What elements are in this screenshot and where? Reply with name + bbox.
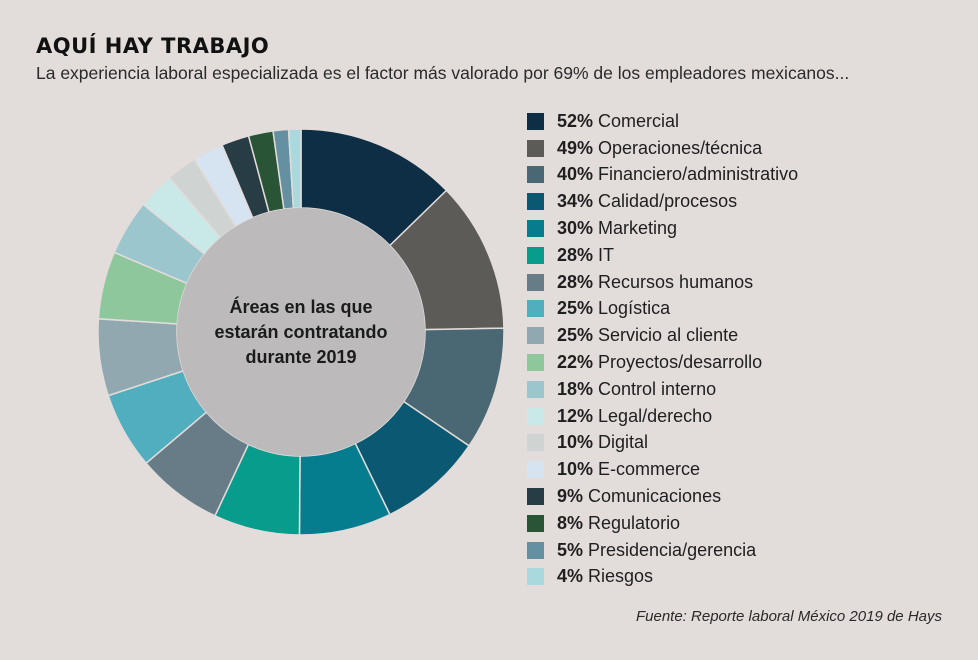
legend-label: Regulatorio bbox=[588, 512, 681, 533]
source-note: Fuente: Reporte laboral México 2019 de H… bbox=[635, 608, 942, 625]
legend-label: Riesgos bbox=[588, 566, 654, 587]
legend-label: Legal/derecho bbox=[598, 405, 713, 426]
legend-value: 12% bbox=[557, 405, 594, 426]
donut-center bbox=[177, 208, 425, 456]
legend-swatch bbox=[527, 246, 544, 264]
legend-value: 40% bbox=[557, 164, 594, 185]
legend-item: 28% IT bbox=[527, 242, 798, 269]
legend-label: IT bbox=[598, 244, 615, 265]
donut-slices bbox=[97, 128, 505, 536]
legend-value: 22% bbox=[557, 352, 594, 373]
legend: 52% Comercial 49% Operaciones/técnica 40% Fin… bbox=[527, 108, 798, 590]
legend-value: 49% bbox=[557, 137, 594, 158]
legend-swatch bbox=[527, 166, 544, 184]
legend-item: 52% Comercial bbox=[527, 108, 798, 135]
donut-center-label: Áreas en las que estarán contratando duran… bbox=[214, 296, 387, 367]
legend-swatch bbox=[527, 112, 544, 130]
legend-item: 22% Proyectos/desarrollo bbox=[527, 349, 798, 376]
legend-item: 30% Marketing bbox=[527, 215, 798, 242]
legend-swatch bbox=[527, 220, 544, 238]
legend-label: Operaciones/técnica bbox=[598, 137, 763, 158]
legend-value: 9% bbox=[557, 486, 584, 507]
legend-swatch bbox=[527, 461, 544, 479]
legend-item: 5% Presidencia/gerencia bbox=[527, 537, 798, 564]
legend-swatch bbox=[527, 193, 544, 211]
legend-item: 18% Control interno bbox=[527, 376, 798, 403]
legend-label: Logística bbox=[598, 298, 671, 319]
legend-value: 10% bbox=[557, 432, 594, 453]
legend-swatch bbox=[527, 514, 544, 532]
legend-swatch bbox=[527, 488, 544, 506]
chart-title: AQUÍ HAY TRABAJO bbox=[36, 34, 270, 58]
center-label-line: estarán contratando bbox=[214, 322, 387, 342]
legend-label: Calidad/procesos bbox=[598, 191, 738, 212]
legend-item: 9% Comunicaciones bbox=[527, 483, 798, 510]
legend-value: 5% bbox=[557, 539, 584, 560]
center-label-line: Áreas en las que bbox=[229, 296, 372, 317]
legend-item: 10% Digital bbox=[527, 430, 798, 457]
legend-item: 25% Logística bbox=[527, 296, 798, 323]
legend-label: Recursos humanos bbox=[598, 271, 754, 292]
chart-subtitle: La experiencia laboral especializada es … bbox=[36, 63, 850, 83]
legend-label: Servicio al cliente bbox=[598, 325, 739, 346]
legend-item: 8% Regulatorio bbox=[527, 510, 798, 537]
legend-value: 8% bbox=[557, 512, 584, 533]
legend-value: 28% bbox=[557, 271, 594, 292]
legend-value: 30% bbox=[557, 218, 594, 239]
legend-swatch bbox=[527, 380, 544, 398]
legend-value: 10% bbox=[557, 459, 594, 480]
legend-value: 34% bbox=[557, 191, 594, 212]
legend-label: Presidencia/gerencia bbox=[588, 539, 757, 560]
legend-swatch bbox=[527, 434, 544, 452]
legend-item: 12% Legal/derecho bbox=[527, 403, 798, 430]
legend-item: 28% Recursos humanos bbox=[527, 269, 798, 296]
legend-label: Financiero/administrativo bbox=[598, 164, 799, 185]
legend-value: 25% bbox=[557, 298, 594, 319]
legend-label: Comercial bbox=[598, 110, 680, 131]
legend-label: E-commerce bbox=[598, 459, 701, 480]
legend-item: 34% Calidad/procesos bbox=[527, 188, 798, 215]
legend-label: Comunicaciones bbox=[588, 486, 722, 507]
legend-value: 4% bbox=[557, 566, 584, 587]
legend-swatch bbox=[527, 273, 544, 291]
legend-item: 4% Riesgos bbox=[527, 564, 798, 591]
legend-value: 25% bbox=[557, 325, 594, 346]
legend-label: Marketing bbox=[598, 218, 678, 239]
legend-swatch bbox=[527, 541, 544, 559]
legend-swatch bbox=[527, 139, 544, 157]
legend-swatch bbox=[527, 568, 544, 586]
legend-swatch bbox=[527, 300, 544, 318]
legend-item: 25% Servicio al cliente bbox=[527, 322, 798, 349]
legend-label: Control interno bbox=[598, 378, 717, 399]
center-label-line: durante 2019 bbox=[245, 347, 356, 367]
legend-item: 10% E-commerce bbox=[527, 456, 798, 483]
legend-item: 49% Operaciones/técnica bbox=[527, 135, 798, 162]
legend-label: Proyectos/desarrollo bbox=[598, 352, 763, 373]
legend-value: 28% bbox=[557, 244, 594, 265]
legend-label: Digital bbox=[598, 432, 649, 453]
legend-value: 52% bbox=[557, 110, 594, 131]
legend-item: 40% Financiero/administrativo bbox=[527, 162, 798, 189]
legend-swatch bbox=[527, 354, 544, 372]
legend-swatch bbox=[527, 327, 544, 345]
legend-swatch bbox=[527, 407, 544, 425]
legend-value: 18% bbox=[557, 378, 594, 399]
